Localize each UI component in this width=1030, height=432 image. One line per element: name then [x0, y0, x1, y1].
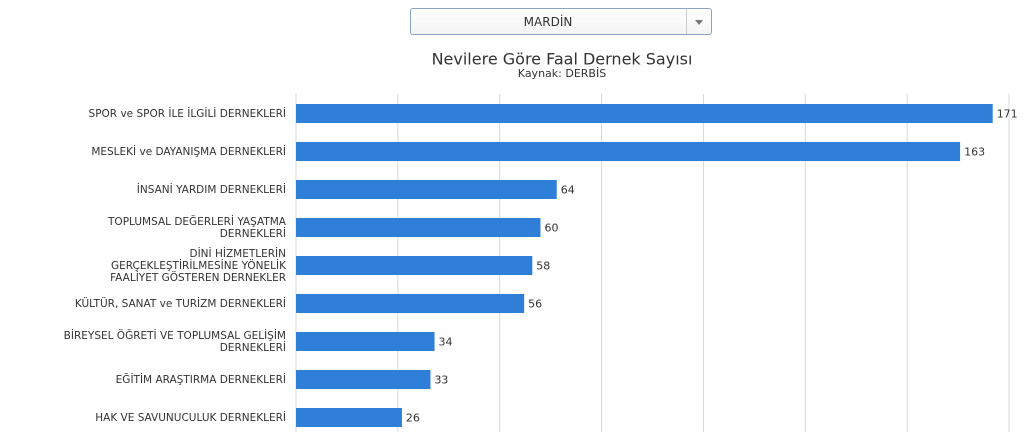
- category-label: BİREYSEL ÖĞRETİ VE TOPLUMSAL GELİŞİM DER…: [63, 329, 286, 354]
- category-label: SPOR ve SPOR İLE İLGİLİ DERNEKLERİ: [88, 107, 286, 120]
- chart-title: Nevilere Göre Faal Dernek Sayısı: [432, 50, 693, 69]
- category-label: HAK VE SAVUNUCULUK DERNEKLERİ: [95, 411, 286, 424]
- bar: [296, 332, 435, 351]
- value-label: 60: [544, 222, 558, 235]
- category-label: TOPLUMSAL DEĞERLERİ YAŞATMA DERNEKLERİ: [108, 215, 286, 240]
- bar: [296, 370, 431, 389]
- value-label: 58: [536, 260, 550, 273]
- category-label: MESLEKİ ve DAYANIŞMA DERNEKLERİ: [91, 145, 286, 158]
- value-label: 56: [528, 298, 542, 311]
- bar: [296, 180, 557, 199]
- bar: [296, 294, 525, 313]
- bar: [296, 218, 541, 237]
- bar: [296, 142, 961, 161]
- value-label: 171: [997, 108, 1018, 121]
- category-label: İNSANİ YARDIM DERNEKLERİ: [136, 183, 286, 196]
- bar: [296, 256, 533, 275]
- value-label: 34: [439, 336, 453, 349]
- value-label: 33: [434, 374, 448, 387]
- province-dropdown[interactable]: MARDİN: [410, 8, 712, 35]
- value-label: 163: [964, 146, 985, 159]
- value-label: 64: [561, 184, 575, 197]
- bar: [296, 104, 993, 123]
- chart-subtitle: Kaynak: DERBİS: [518, 67, 606, 80]
- value-label: 26: [406, 412, 420, 425]
- bar: [296, 408, 402, 427]
- dropdown-arrow[interactable]: [686, 9, 711, 34]
- category-label: DİNİ HİZMETLERİN GERÇEKLEŞTİRİLMESİNE YÖ…: [110, 247, 286, 284]
- category-label: KÜLTÜR, SANAT ve TURİZM DERNEKLERİ: [74, 297, 286, 310]
- category-label: EĞİTİM ARAŞTIRMA DERNEKLERİ: [115, 373, 286, 386]
- dropdown-value: MARDİN: [523, 15, 573, 29]
